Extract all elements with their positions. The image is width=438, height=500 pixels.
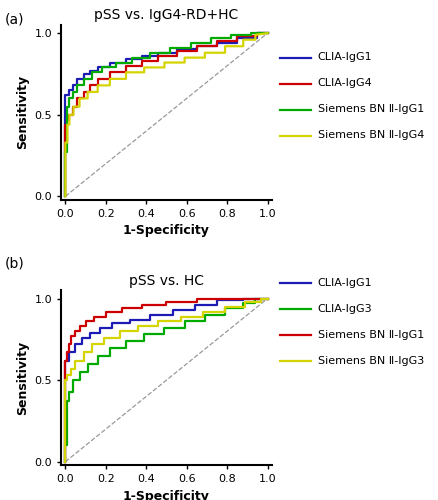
Text: CLIA-IgG1: CLIA-IgG1 (318, 52, 372, 62)
Text: CLIA-IgG4: CLIA-IgG4 (318, 78, 372, 88)
Text: CLIA-IgG3: CLIA-IgG3 (318, 304, 372, 314)
Text: (b): (b) (4, 256, 24, 270)
Text: Siemens BN Ⅱ-IgG1: Siemens BN Ⅱ-IgG1 (318, 330, 424, 340)
Text: Siemens BN Ⅱ-IgG1: Siemens BN Ⅱ-IgG1 (318, 104, 424, 115)
Text: (a): (a) (4, 12, 24, 26)
Title: pSS vs. IgG4-RD+HC: pSS vs. IgG4-RD+HC (94, 8, 239, 22)
Title: pSS vs. HC: pSS vs. HC (129, 274, 204, 288)
Y-axis label: Sensitivity: Sensitivity (16, 75, 29, 150)
Text: CLIA-IgG1: CLIA-IgG1 (318, 278, 372, 287)
Text: Siemens BN Ⅱ-IgG4: Siemens BN Ⅱ-IgG4 (318, 130, 424, 140)
X-axis label: 1-Specificity: 1-Specificity (123, 490, 210, 500)
X-axis label: 1-Specificity: 1-Specificity (123, 224, 210, 237)
Text: Siemens BN Ⅱ-IgG3: Siemens BN Ⅱ-IgG3 (318, 356, 424, 366)
Y-axis label: Sensitivity: Sensitivity (16, 340, 29, 415)
